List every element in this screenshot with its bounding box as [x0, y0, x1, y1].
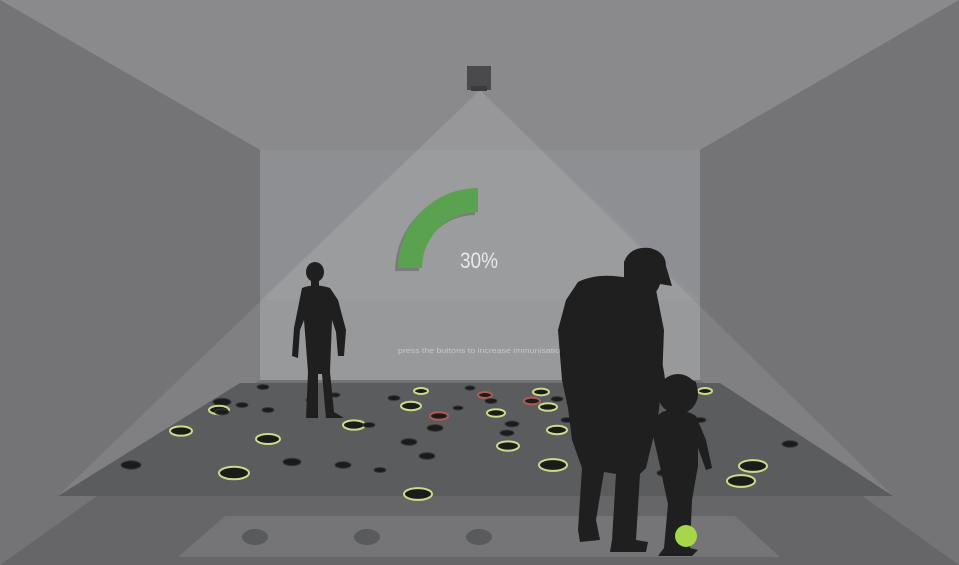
floor-button[interactable] — [550, 395, 564, 403]
floor-button[interactable] — [532, 387, 550, 397]
floor-button[interactable] — [362, 421, 376, 429]
floor-button[interactable] — [255, 432, 281, 446]
floor-button[interactable] — [429, 411, 449, 421]
floor-button[interactable] — [342, 419, 366, 431]
floor-button[interactable] — [546, 424, 568, 436]
instruction-text: press the buttons to increase immunisati… — [398, 348, 560, 355]
floor-button[interactable] — [538, 402, 558, 412]
floor-button[interactable] — [504, 420, 520, 428]
floor-button[interactable] — [212, 397, 232, 407]
floor-button[interactable] — [373, 466, 387, 474]
floor-button[interactable] — [726, 474, 756, 488]
floor-button[interactable] — [538, 458, 568, 472]
floor-button[interactable] — [387, 394, 401, 402]
floor-button[interactable] — [523, 396, 541, 406]
floor-button[interactable] — [256, 383, 270, 391]
progress-percentage: 30% — [460, 248, 498, 273]
floor-button[interactable] — [214, 408, 230, 416]
floor-button[interactable] — [413, 387, 429, 395]
front-pad[interactable] — [242, 529, 268, 545]
floor-button[interactable] — [169, 425, 193, 437]
floor-button[interactable] — [499, 429, 515, 437]
floor-button[interactable] — [452, 405, 464, 411]
floor-button[interactable] — [697, 387, 713, 395]
floor-button[interactable] — [400, 438, 418, 446]
walking-adult-silhouette — [558, 247, 672, 552]
floor-button[interactable] — [426, 424, 444, 432]
floor-button[interactable] — [261, 406, 275, 414]
floor-button[interactable] — [403, 487, 433, 501]
floor-button[interactable] — [334, 461, 352, 469]
floor-button[interactable] — [235, 401, 249, 409]
floor-button[interactable] — [120, 460, 142, 470]
floor-button[interactable] — [738, 459, 768, 473]
floor-button[interactable] — [464, 385, 476, 391]
standing-adult-silhouette — [292, 262, 346, 418]
floor-button[interactable] — [418, 452, 436, 460]
floor-button[interactable] — [282, 457, 302, 467]
floor-button[interactable] — [218, 465, 250, 481]
floor-button[interactable] — [484, 397, 498, 405]
floor-button[interactable] — [781, 440, 799, 448]
progress-ring — [398, 188, 478, 268]
front-pad[interactable] — [466, 529, 492, 545]
front-pad[interactable] — [354, 529, 380, 545]
walking-child-silhouette — [650, 374, 712, 556]
floor-button[interactable] — [496, 440, 520, 452]
floor-button[interactable] — [486, 408, 506, 418]
ceiling-projector-lens — [471, 86, 487, 91]
floor-button[interactable] — [477, 391, 493, 399]
ball — [675, 525, 697, 547]
floor-button[interactable] — [400, 400, 422, 412]
